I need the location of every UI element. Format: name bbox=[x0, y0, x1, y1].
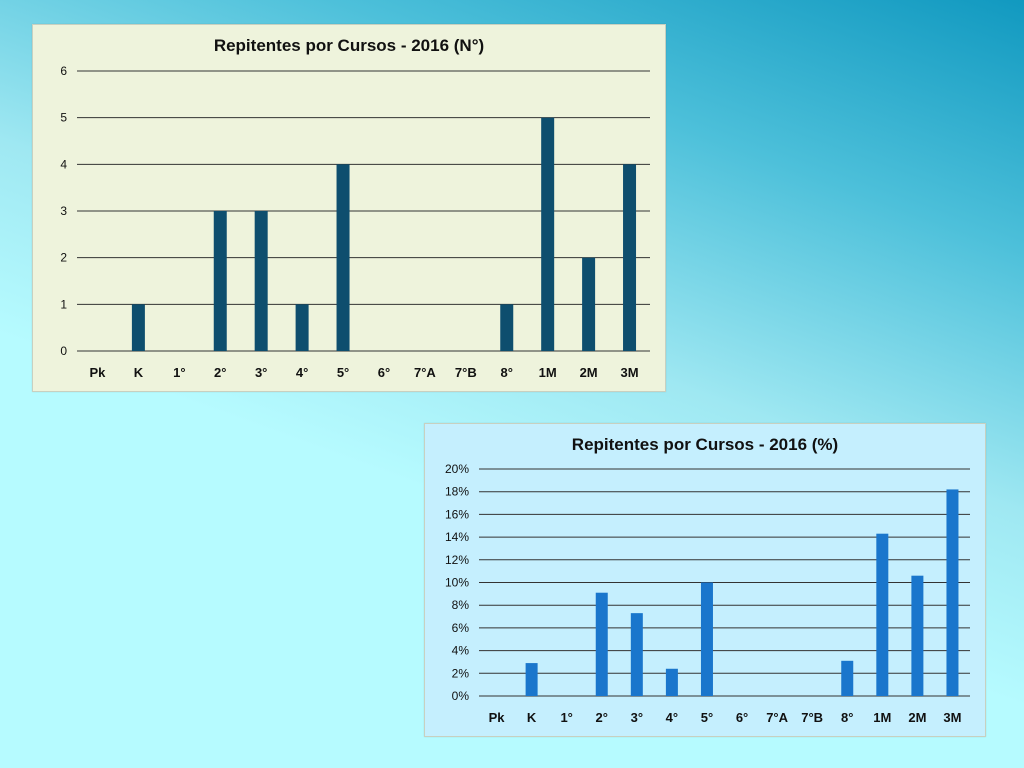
x-tick-label: 2M bbox=[580, 365, 598, 380]
x-tick-label: 5° bbox=[337, 365, 349, 380]
y-tick-label: 4% bbox=[452, 644, 470, 658]
bar-13 bbox=[623, 164, 637, 351]
bar-10 bbox=[841, 660, 854, 696]
bar-13 bbox=[946, 489, 959, 696]
x-tick-label: 8° bbox=[501, 365, 513, 380]
chart-title: Repitentes por Cursos - 2016 (N°) bbox=[214, 36, 484, 55]
y-tick-label: 18% bbox=[445, 485, 469, 499]
y-tick-label: 8% bbox=[452, 598, 470, 612]
bar-4 bbox=[254, 211, 268, 351]
x-tick-label: 3M bbox=[621, 365, 639, 380]
x-tick-label: K bbox=[527, 710, 537, 725]
bar-1 bbox=[131, 304, 145, 351]
y-tick-label: 2 bbox=[60, 251, 67, 265]
y-tick-label: 6 bbox=[60, 64, 67, 78]
x-tick-label: 3M bbox=[943, 710, 961, 725]
bar-4 bbox=[630, 613, 643, 696]
x-tick-label: 8° bbox=[841, 710, 853, 725]
x-tick-label: K bbox=[134, 365, 144, 380]
x-tick-label: Pk bbox=[489, 710, 506, 725]
chart-panel-count: Repitentes por Cursos - 2016 (N°) 0 1 2 3 4 5… bbox=[32, 24, 666, 392]
x-tick-label: 5° bbox=[701, 710, 713, 725]
y-tick-label: 10% bbox=[445, 576, 469, 590]
x-tick-label: 4° bbox=[296, 365, 308, 380]
bar-6 bbox=[700, 582, 713, 696]
y-tick-label: 4 bbox=[60, 157, 67, 171]
bar-12 bbox=[911, 575, 924, 696]
y-tick-label: 3 bbox=[60, 204, 67, 218]
bar-3 bbox=[213, 211, 227, 351]
x-tick-label: 1° bbox=[560, 710, 572, 725]
x-tick-label: 2° bbox=[596, 710, 608, 725]
x-tick-label: 7°A bbox=[414, 365, 436, 380]
bar-chart-percent: Repitentes por Cursos - 2016 (%) 0% 2% 4% 6… bbox=[445, 435, 970, 725]
bar-10 bbox=[500, 304, 514, 351]
bar-5 bbox=[665, 668, 678, 696]
x-tick-label: 2M bbox=[908, 710, 926, 725]
y-tick-label: 14% bbox=[445, 530, 469, 544]
bar-3 bbox=[595, 592, 608, 696]
y-tick-label: 12% bbox=[445, 553, 469, 567]
bar-chart-count: Repitentes por Cursos - 2016 (N°) 0 1 2 3 4 5… bbox=[60, 36, 650, 380]
x-tick-label: 7°B bbox=[801, 710, 823, 725]
x-tick-label: Pk bbox=[90, 365, 107, 380]
y-tick-label: 20% bbox=[445, 462, 469, 476]
x-tick-label: 3° bbox=[255, 365, 267, 380]
x-tick-label: 7°A bbox=[766, 710, 788, 725]
x-tick-label: 1M bbox=[539, 365, 557, 380]
x-tick-label: 2° bbox=[214, 365, 226, 380]
y-tick-label: 0 bbox=[60, 344, 67, 358]
x-tick-label: 1° bbox=[173, 365, 185, 380]
bar-11 bbox=[876, 533, 889, 696]
chart-panel-percent: Repitentes por Cursos - 2016 (%) 0% 2% 4% 6… bbox=[424, 423, 986, 737]
y-tick-label: 0% bbox=[452, 689, 470, 703]
x-tick-label: 4° bbox=[666, 710, 678, 725]
x-tick-label: 3° bbox=[631, 710, 643, 725]
bar-5 bbox=[295, 304, 309, 351]
y-tick-label: 1 bbox=[60, 297, 67, 311]
bar-12 bbox=[582, 257, 596, 351]
y-tick-label: 2% bbox=[452, 666, 470, 680]
chart-title: Repitentes por Cursos - 2016 (%) bbox=[572, 435, 838, 454]
x-tick-label: 7°B bbox=[455, 365, 477, 380]
x-tick-label: 6° bbox=[736, 710, 748, 725]
bar-11 bbox=[541, 117, 555, 352]
bar-6 bbox=[336, 164, 350, 351]
x-tick-label: 6° bbox=[378, 365, 390, 380]
y-tick-label: 6% bbox=[452, 621, 470, 635]
y-tick-label: 16% bbox=[445, 507, 469, 521]
y-tick-label: 5 bbox=[60, 111, 67, 125]
bar-1 bbox=[525, 663, 538, 696]
x-tick-label: 1M bbox=[873, 710, 891, 725]
